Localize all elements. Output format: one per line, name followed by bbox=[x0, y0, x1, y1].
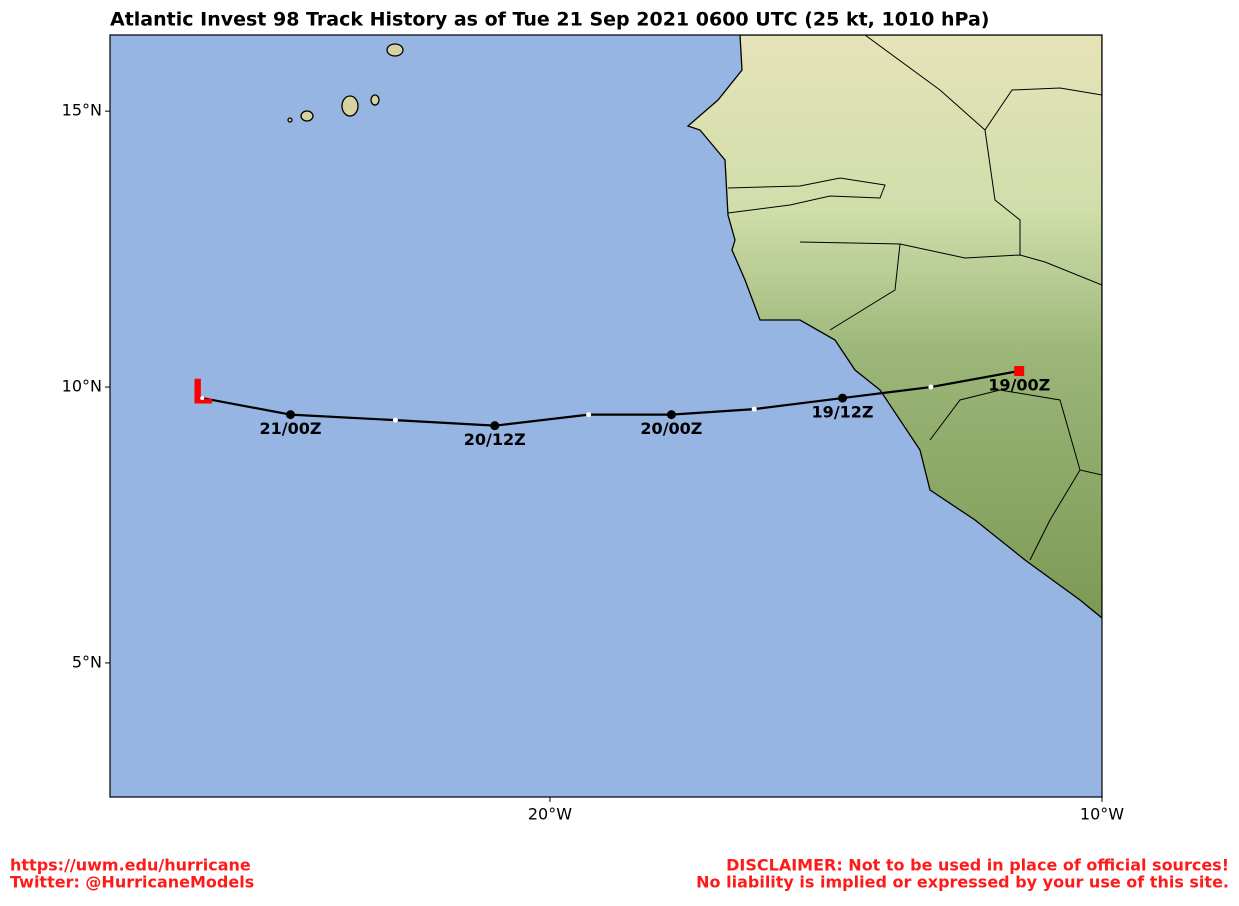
point-label: 20/12Z bbox=[464, 430, 526, 449]
point-label: 21/00Z bbox=[260, 419, 322, 438]
track-point bbox=[286, 410, 296, 420]
end-symbol: L bbox=[191, 373, 213, 413]
track-point bbox=[490, 421, 500, 431]
y-tick-label: 5°N bbox=[72, 652, 102, 671]
track-point bbox=[928, 384, 934, 390]
point-label: 20/00Z bbox=[640, 419, 702, 438]
x-tick-label: 10°W bbox=[1080, 805, 1124, 824]
track-point bbox=[666, 410, 676, 420]
track-point bbox=[751, 406, 757, 412]
map-title: Atlantic Invest 98 Track History as of T… bbox=[110, 9, 989, 31]
borders bbox=[727, 35, 1102, 561]
x-tick-label: 20°W bbox=[528, 805, 572, 824]
track-point bbox=[838, 393, 848, 403]
y-tick-label: 15°N bbox=[62, 101, 102, 120]
point-label: 19/00Z bbox=[988, 376, 1050, 395]
footer-text: https://uwm.edu/hurricane bbox=[10, 856, 251, 875]
y-tick-label: 10°N bbox=[62, 377, 102, 396]
track-point bbox=[392, 417, 398, 423]
africa-coast bbox=[686, 35, 1102, 619]
track-line bbox=[201, 369, 1020, 427]
footer-text: No liability is implied or expressed by … bbox=[696, 873, 1229, 892]
start-marker bbox=[1014, 366, 1025, 377]
map-frame bbox=[109, 34, 1103, 798]
footer-text: Twitter: @HurricaneModels bbox=[10, 873, 254, 892]
track-point bbox=[200, 396, 205, 401]
point-label: 19/12Z bbox=[812, 403, 874, 422]
cape-verde bbox=[287, 43, 404, 123]
track-point bbox=[586, 412, 592, 418]
land bbox=[686, 35, 1102, 619]
footer-text: DISCLAIMER: Not to be used in place of o… bbox=[726, 856, 1229, 875]
